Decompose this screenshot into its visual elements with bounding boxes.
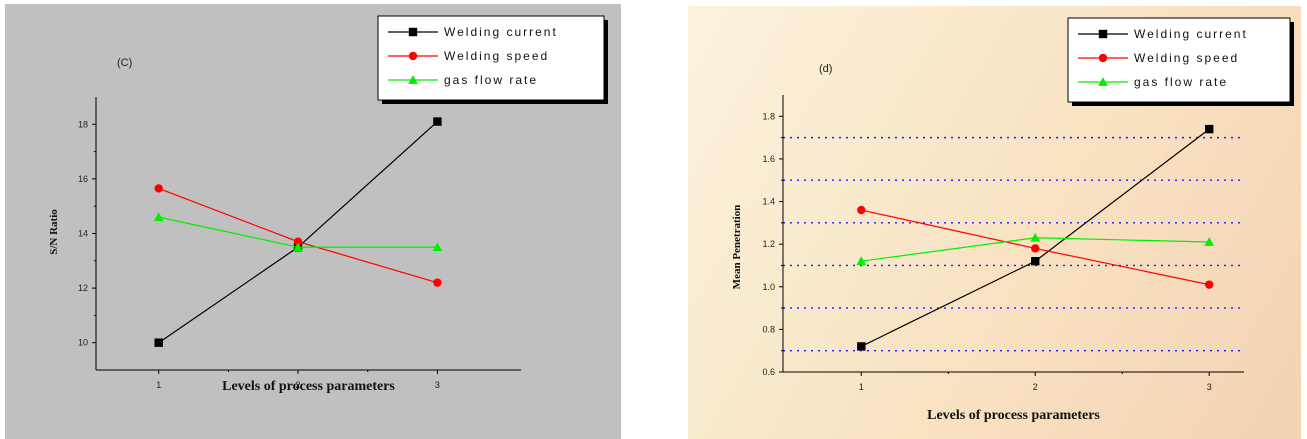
chart-d-x-tick-label: 3 xyxy=(1207,382,1212,392)
chart-d-svg: 0.6 0.8 1.0 1.2 1.4 1.6 1.8 1 2 3 Levels of proces… xyxy=(731,17,1294,423)
chart-d-y-axis-title: Mean Penetration xyxy=(731,205,743,290)
chart-d-x-tick-label: 2 xyxy=(1033,382,1038,392)
chart-d-legend-label: Welding current xyxy=(1134,27,1248,41)
chart-c-legend-marker xyxy=(408,51,418,61)
chart-c-y-tick-label: 10 xyxy=(78,338,88,348)
chart-panel-c: 10 12 14 16 18 1 2 3 Levels of process parameter… xyxy=(5,4,621,439)
chart-c-data-point xyxy=(153,212,164,221)
chart-c-legend-label: gas flow rate xyxy=(444,73,538,87)
chart-c-y-tick-label: 14 xyxy=(78,229,88,239)
chart-c-panel-label: (C) xyxy=(117,57,132,69)
chart-c-data-point xyxy=(432,242,443,252)
chart-c-data-point xyxy=(433,278,442,287)
chart-panel-d: 0.6 0.8 1.0 1.2 1.4 1.6 1.8 1 2 3 Levels of proces… xyxy=(688,6,1301,439)
chart-d-data-point xyxy=(1031,244,1040,253)
chart-c-legend-marker xyxy=(408,27,418,37)
chart-c-y-tick-label: 18 xyxy=(78,119,88,129)
chart-c-legend-marker xyxy=(408,75,418,84)
chart-d-legend-label: gas flow rate xyxy=(1134,75,1228,89)
chart-c-x-axis-title: Levels of process parameters xyxy=(222,379,395,394)
chart-c-x-tick-label: 1 xyxy=(156,380,161,390)
chart-d-legend-marker xyxy=(1098,53,1108,63)
chart-d-data-point xyxy=(856,256,867,266)
chart-d-data-point xyxy=(857,205,866,215)
chart-c-x-tick-label: 2 xyxy=(296,380,301,390)
chart-d-y-tick-label: 1.2 xyxy=(762,239,775,249)
chart-c-legend-label: Welding speed xyxy=(444,49,549,63)
chart-c-y-tick-label: 16 xyxy=(78,174,88,184)
chart-d-data-point xyxy=(1204,237,1215,246)
chart-d-panel-label: (d) xyxy=(819,63,832,75)
chart-d-y-tick-label: 1.4 xyxy=(762,197,775,207)
chart-c-series-line xyxy=(158,187,438,284)
chart-d-x-axis-title: Levels of process parameters xyxy=(927,408,1100,423)
chart-c-series-line xyxy=(158,121,438,344)
chart-d-data-point xyxy=(1205,124,1214,134)
chart-d-y-tick-label: 0.6 xyxy=(762,367,775,377)
chart-c-legend-label: Welding current xyxy=(444,25,558,39)
chart-d-y-tick-label: 1.6 xyxy=(762,154,775,164)
chart-c-data-point xyxy=(293,237,303,246)
chart-c-x-tick-label: 3 xyxy=(435,380,440,390)
chart-c-y-axis-title: S/N Ratio xyxy=(48,209,60,255)
chart-d-legend-marker xyxy=(1098,29,1108,39)
chart-d-y-tick-label: 1.8 xyxy=(762,111,775,121)
chart-d-data-point xyxy=(1205,280,1214,289)
chart-c-data-point xyxy=(433,117,442,126)
chart-d-data-point xyxy=(1030,232,1041,242)
chart-d-data-point xyxy=(857,342,866,351)
chart-c-data-point xyxy=(154,184,163,193)
chart-c-data-point xyxy=(293,242,303,252)
chart-d-legend-label: Welding speed xyxy=(1134,51,1239,65)
chart-d-legend-marker xyxy=(1098,77,1108,86)
chart-c-y-tick-label: 12 xyxy=(78,283,88,293)
chart-d-data-point xyxy=(1031,257,1040,266)
chart-d-y-tick-label: 0.8 xyxy=(762,324,775,334)
chart-d-y-tick-label: 1.0 xyxy=(762,282,775,292)
chart-c-data-point xyxy=(154,338,163,347)
chart-d-x-tick-label: 1 xyxy=(859,382,864,392)
